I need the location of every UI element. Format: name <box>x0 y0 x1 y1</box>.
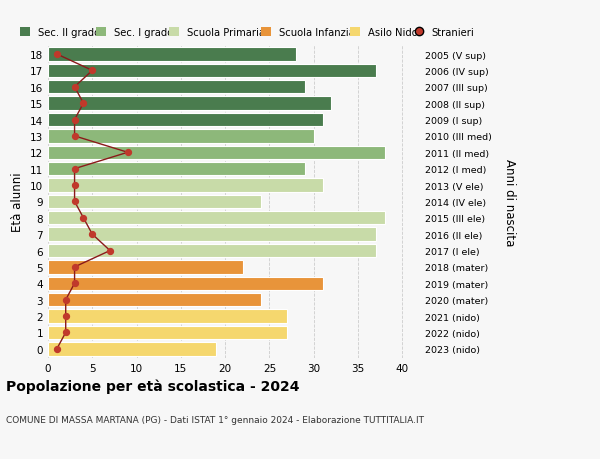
Bar <box>48 65 376 78</box>
Text: Popolazione per età scolastica - 2024: Popolazione per età scolastica - 2024 <box>6 379 299 393</box>
Bar <box>48 261 243 274</box>
Bar <box>48 310 287 323</box>
Bar <box>48 277 323 291</box>
Bar <box>48 342 216 356</box>
Bar <box>48 130 314 143</box>
Bar <box>48 326 287 339</box>
Point <box>70 84 79 91</box>
Bar <box>48 146 385 160</box>
Point <box>88 231 97 238</box>
Point <box>105 247 115 255</box>
Bar <box>48 97 331 111</box>
Point <box>70 198 79 206</box>
Point <box>52 345 62 353</box>
Y-axis label: Anni di nascita: Anni di nascita <box>503 158 516 246</box>
Bar <box>48 244 376 257</box>
Bar <box>48 293 260 307</box>
Text: COMUNE DI MASSA MARTANA (PG) - Dati ISTAT 1° gennaio 2024 - Elaborazione TUTTITA: COMUNE DI MASSA MARTANA (PG) - Dati ISTA… <box>6 415 424 425</box>
Point <box>70 117 79 124</box>
Point <box>70 263 79 271</box>
Y-axis label: Età alunni: Età alunni <box>11 172 25 232</box>
Point <box>70 133 79 140</box>
Point <box>123 149 133 157</box>
Legend: Sec. II grado, Sec. I grado, Scuola Primaria, Scuola Infanzia, Asilo Nido, Stran: Sec. II grado, Sec. I grado, Scuola Prim… <box>20 28 475 38</box>
Bar <box>48 162 305 176</box>
Bar <box>48 228 376 241</box>
Bar <box>48 195 260 209</box>
Bar <box>48 113 323 127</box>
Point <box>79 215 88 222</box>
Point <box>79 100 88 107</box>
Point <box>88 67 97 75</box>
Bar <box>48 212 385 225</box>
Bar <box>48 81 305 94</box>
Point <box>61 313 71 320</box>
Point <box>52 51 62 59</box>
Point <box>61 297 71 304</box>
Bar <box>48 179 323 192</box>
Bar <box>48 48 296 62</box>
Point <box>70 166 79 173</box>
Point <box>61 329 71 336</box>
Point <box>70 280 79 287</box>
Point <box>70 182 79 189</box>
